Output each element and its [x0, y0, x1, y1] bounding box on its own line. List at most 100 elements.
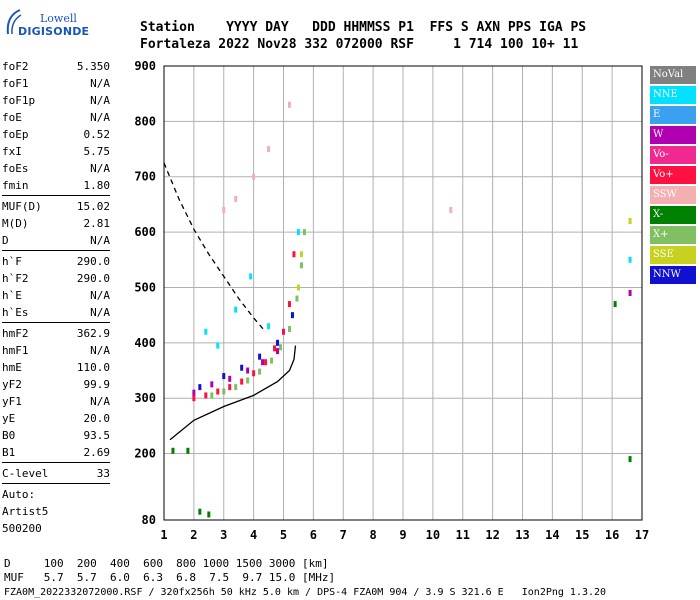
echo-point-x- [207, 511, 211, 518]
echo-point-nne [267, 323, 271, 330]
param-name: foE [2, 111, 22, 124]
header-labels: Station YYYY DAY DDD HHMMSS P1 FFS S AXN… [140, 20, 587, 35]
y-tick-label: 800 [134, 114, 156, 128]
echo-point-vo- [287, 301, 291, 308]
param-name: h`F2 [2, 272, 29, 285]
legend-item-vo-: Vo+ [650, 166, 696, 184]
auto-version: 500200 [2, 522, 42, 535]
logo-digisonde: DIGISONDE [18, 25, 90, 38]
param-value: 5.75 [83, 145, 111, 158]
param-group-muf: MUF(D) 15.02 M(D) 2.81 D N/A [2, 198, 110, 249]
echo-point-x- [299, 262, 303, 269]
param-row: fxI 5.75 [2, 143, 110, 160]
echo-point-sse [628, 218, 632, 225]
echo-point-x- [246, 377, 250, 384]
x-tick-label: 6 [310, 528, 317, 542]
param-row: foF1 N/A [2, 75, 110, 92]
header-values: Fortaleza 2022 Nov28 332 072000 RSF 1 71… [140, 37, 579, 52]
param-value: N/A [90, 162, 110, 175]
plot-frame [163, 65, 643, 521]
y-tick-label: 600 [134, 225, 156, 239]
echo-point-nnw [222, 373, 226, 380]
x-tick-label: 10 [426, 528, 440, 542]
param-row: h`Es N/A [2, 304, 110, 321]
legend-item-ssw: SSW [650, 186, 696, 204]
y-tick-label: 400 [134, 336, 156, 350]
param-name: yF1 [2, 395, 22, 408]
param-row: B0 93.5 [2, 427, 110, 444]
param-row: foEp 0.52 [2, 126, 110, 143]
echo-point-ssw [252, 173, 256, 180]
echo-point-nne [628, 256, 632, 263]
param-row-clevel: C-level 33 [2, 465, 110, 482]
echo-point-vo- [273, 345, 277, 352]
x-tick-label: 4 [250, 528, 257, 542]
param-row: B1 2.69 [2, 444, 110, 461]
digisonde-logo: Lowell DIGISONDE [6, 8, 89, 42]
legend-item-nne: NNE [650, 86, 696, 104]
param-value: 33 [96, 467, 110, 480]
echo-point-w [246, 367, 250, 374]
echo-point-ssw [267, 146, 271, 153]
logo-arc-icon [6, 9, 22, 35]
x-tick-label: 14 [545, 528, 559, 542]
param-name: yE [2, 412, 16, 425]
footer-muf-row: MUF 5.7 5.7 6.0 6.3 6.8 7.5 9.7 15.0 [MH… [4, 571, 336, 584]
param-name: foF1 [2, 77, 29, 90]
param-group-critical-frequencies: foF2 5.350 foF1 N/A foF1p N/A foE N/A foEp 0.… [2, 58, 110, 194]
legend-item-x-: X- [650, 206, 696, 224]
echo-point-w [276, 348, 280, 355]
ionospheric-parameters-panel: foF2 5.350 foF1 N/A foF1p N/A foE N/A foEp 0.… [2, 58, 110, 537]
param-value: N/A [90, 344, 110, 357]
param-name: B0 [2, 429, 16, 442]
param-name: yF2 [2, 378, 22, 391]
param-name: h`Es [2, 306, 29, 319]
param-value: 15.02 [76, 200, 110, 213]
echo-point-nnw [258, 353, 262, 360]
param-row: foF1p N/A [2, 92, 110, 109]
param-name: hmF1 [2, 344, 29, 357]
echo-point-x- [279, 344, 283, 351]
muf-dashed-curve [163, 162, 267, 333]
legend-item-w: W [650, 126, 696, 144]
echo-point-ssw [234, 195, 238, 202]
footer-file-info: FZA0M_2022332072000.RSF / 320fx256h 50 k… [4, 587, 607, 598]
echo-point-x- [613, 301, 617, 308]
x-tick-label: 7 [340, 528, 347, 542]
echo-point-vo- [264, 359, 268, 366]
divider [2, 195, 110, 196]
echo-point-vo- [240, 378, 244, 385]
param-row: yF1 N/A [2, 393, 110, 410]
echo-point-x- [258, 368, 262, 375]
x-tick-label: 1 [160, 528, 167, 542]
param-row: hmF1 N/A [2, 342, 110, 359]
echo-point-ssw [449, 206, 453, 213]
y-tick-label: 500 [134, 280, 156, 294]
param-row: hmE 110.0 [2, 359, 110, 376]
auto-artist: Artist5 [2, 505, 49, 518]
echo-point-nne [296, 229, 300, 236]
param-value: N/A [90, 395, 110, 408]
echo-point-x- [186, 447, 190, 454]
param-value: 2.69 [83, 446, 111, 459]
echo-point-x- [270, 357, 274, 364]
echo-point-sse [296, 284, 300, 291]
echo-point-w [192, 389, 196, 396]
echo-point-vo- [216, 388, 220, 395]
echo-point-x- [210, 392, 214, 399]
param-name: fmin [2, 179, 29, 192]
x-tick-label: 2 [190, 528, 197, 542]
echo-point-nnw [276, 339, 280, 346]
param-group-profile: hmF2 362.9 hmF1 N/A hmE 110.0 yF2 99.9 yF1 N/… [2, 325, 110, 461]
param-name: foEp [2, 128, 29, 141]
x-tick-label: 16 [605, 528, 619, 542]
legend-item-noval: NoVal [650, 66, 696, 84]
x-tick-label: 3 [220, 528, 227, 542]
param-row: foE N/A [2, 109, 110, 126]
param-value: N/A [90, 111, 110, 124]
echo-point-x- [234, 384, 238, 391]
echo-point-w [210, 381, 214, 388]
echo-point-ssw [287, 101, 291, 108]
legend-item-x-: X+ [650, 226, 696, 244]
